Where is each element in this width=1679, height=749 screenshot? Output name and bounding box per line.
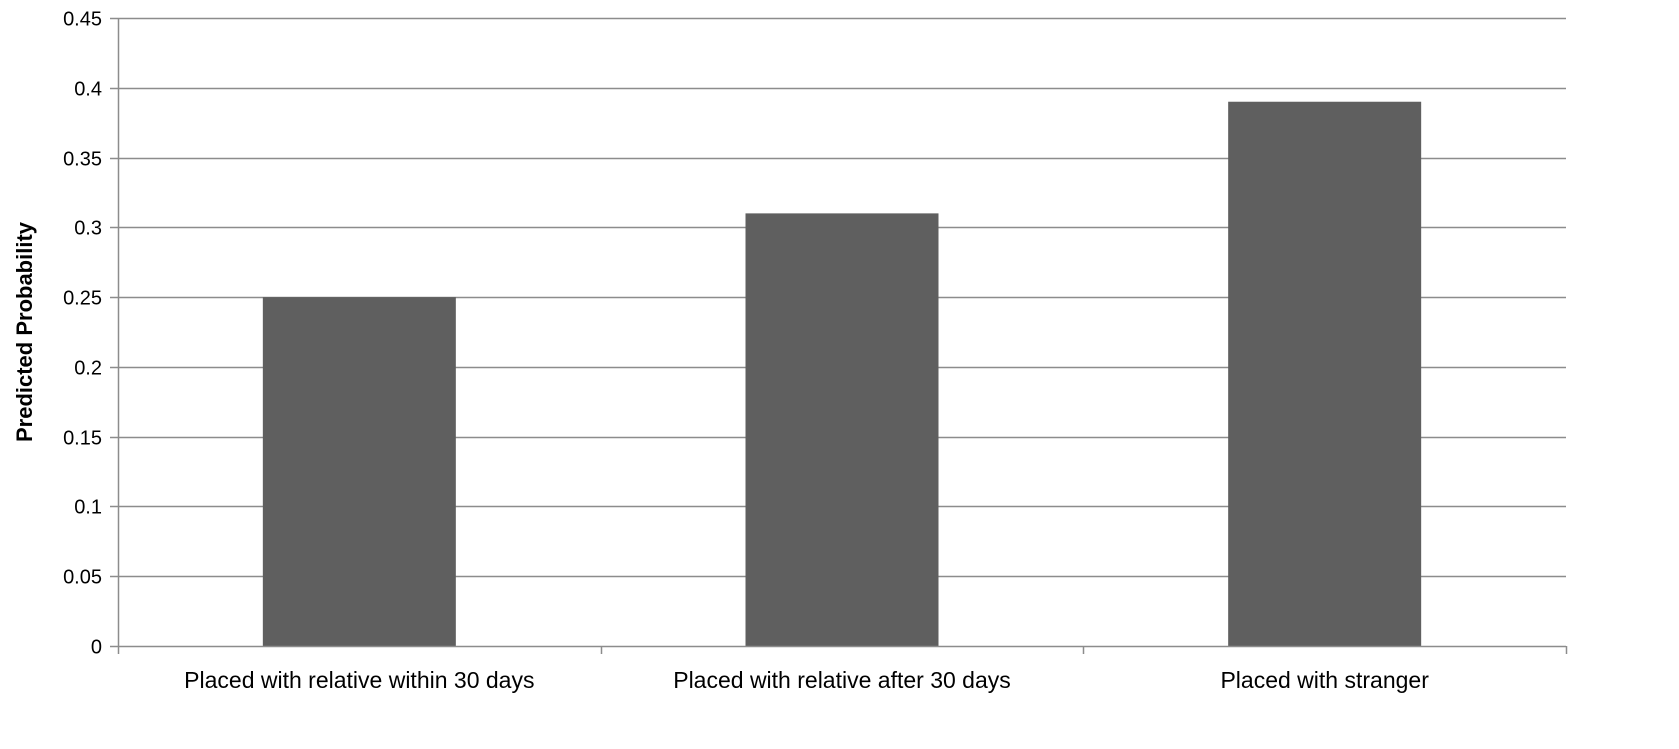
y-tick-labels: 0 0.05 0.1 0.15 0.2 0.25 0.3 0.35 0.4 0.45 bbox=[63, 9, 102, 659]
bars bbox=[262, 101, 1422, 646]
bar bbox=[1228, 101, 1422, 646]
y-axis-title: Predicted Probability bbox=[12, 221, 37, 442]
x-category-labels: Placed with relative within 30 days Place… bbox=[184, 667, 1429, 693]
y-tick-label: 0 bbox=[91, 637, 102, 659]
y-tick-label: 0.25 bbox=[63, 288, 102, 310]
x-category-label: Placed with relative after 30 days bbox=[673, 667, 1011, 693]
y-tick-label: 0.05 bbox=[63, 567, 102, 589]
bar bbox=[262, 297, 456, 646]
axes bbox=[110, 17, 1568, 654]
y-tick-label: 0.2 bbox=[74, 358, 102, 380]
y-tick-label: 0.45 bbox=[63, 9, 102, 31]
bar bbox=[745, 213, 939, 646]
y-tick-label: 0.1 bbox=[74, 497, 102, 519]
x-category-label: Placed with relative within 30 days bbox=[184, 667, 534, 693]
y-tick-label: 0.4 bbox=[74, 79, 102, 101]
y-tick-label: 0.3 bbox=[74, 218, 102, 240]
y-tick-label: 0.15 bbox=[63, 428, 102, 450]
y-tick-label: 0.35 bbox=[63, 149, 102, 171]
x-category-label: Placed with stranger bbox=[1220, 667, 1429, 693]
